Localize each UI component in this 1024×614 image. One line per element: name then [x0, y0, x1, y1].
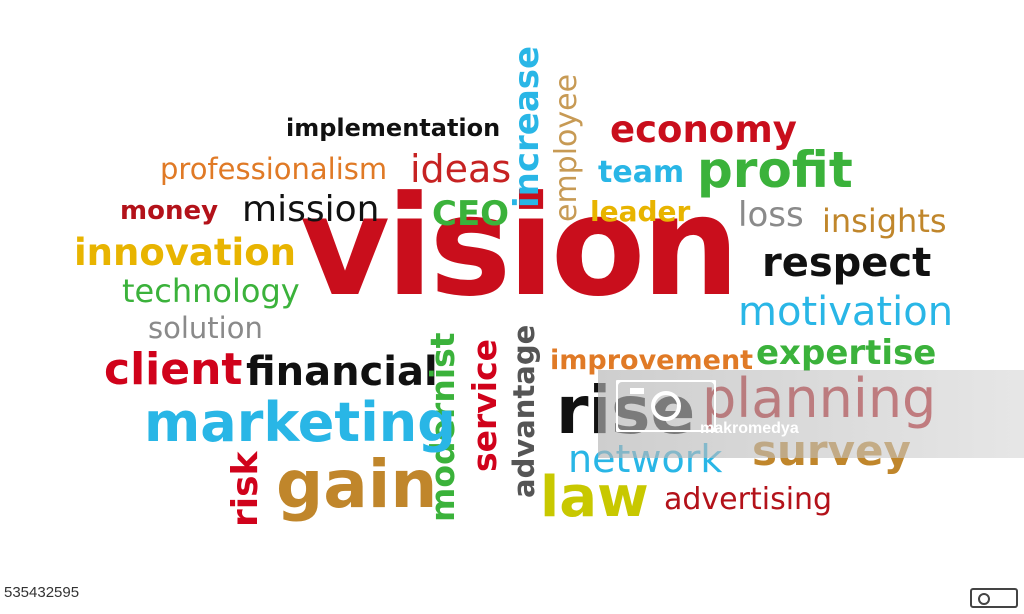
- word-advertising: advertising: [664, 482, 833, 517]
- word-technology: technology: [122, 272, 300, 310]
- watermark-logo-icon: [616, 380, 716, 432]
- word-insights: insights: [822, 202, 947, 240]
- word-improvement: improvement: [550, 345, 754, 376]
- word-financial: financial: [246, 349, 438, 395]
- word-economy: economy: [610, 108, 797, 151]
- word-implementation: implementation: [286, 114, 501, 142]
- word-innovation: innovation: [74, 231, 296, 274]
- word-increase: increase: [507, 45, 547, 208]
- word-expertise: expertise: [756, 333, 937, 373]
- word-professionalism: professionalism: [160, 152, 388, 186]
- word-leader: leader: [590, 195, 691, 228]
- word-client: client: [104, 344, 243, 395]
- word-gain: gain: [276, 446, 438, 523]
- word-solution: solution: [148, 311, 263, 345]
- watermark-text: makromedya: [700, 420, 799, 437]
- word-team: team: [598, 155, 685, 190]
- image-id: 535432595: [4, 584, 80, 601]
- word-law: law: [540, 465, 649, 530]
- word-motivation: motivation: [738, 289, 954, 335]
- word-loss: loss: [738, 195, 804, 235]
- word-respect: respect: [762, 240, 932, 286]
- word-ceo: CEO: [432, 194, 510, 234]
- word-profit: profit: [697, 141, 853, 199]
- word-marketing: marketing: [144, 391, 456, 454]
- word-risk: risk: [225, 451, 266, 527]
- word-mission: mission: [242, 189, 380, 230]
- word-service: service: [465, 338, 504, 472]
- word-advantage: advantage: [507, 324, 541, 498]
- word-money: money: [120, 196, 219, 226]
- watermark-band: [598, 370, 1024, 458]
- word-ideas: ideas: [410, 147, 512, 191]
- word-employee: employee: [549, 73, 584, 222]
- stock-logo-icon: [970, 588, 1018, 608]
- word-vision: vision: [300, 166, 740, 327]
